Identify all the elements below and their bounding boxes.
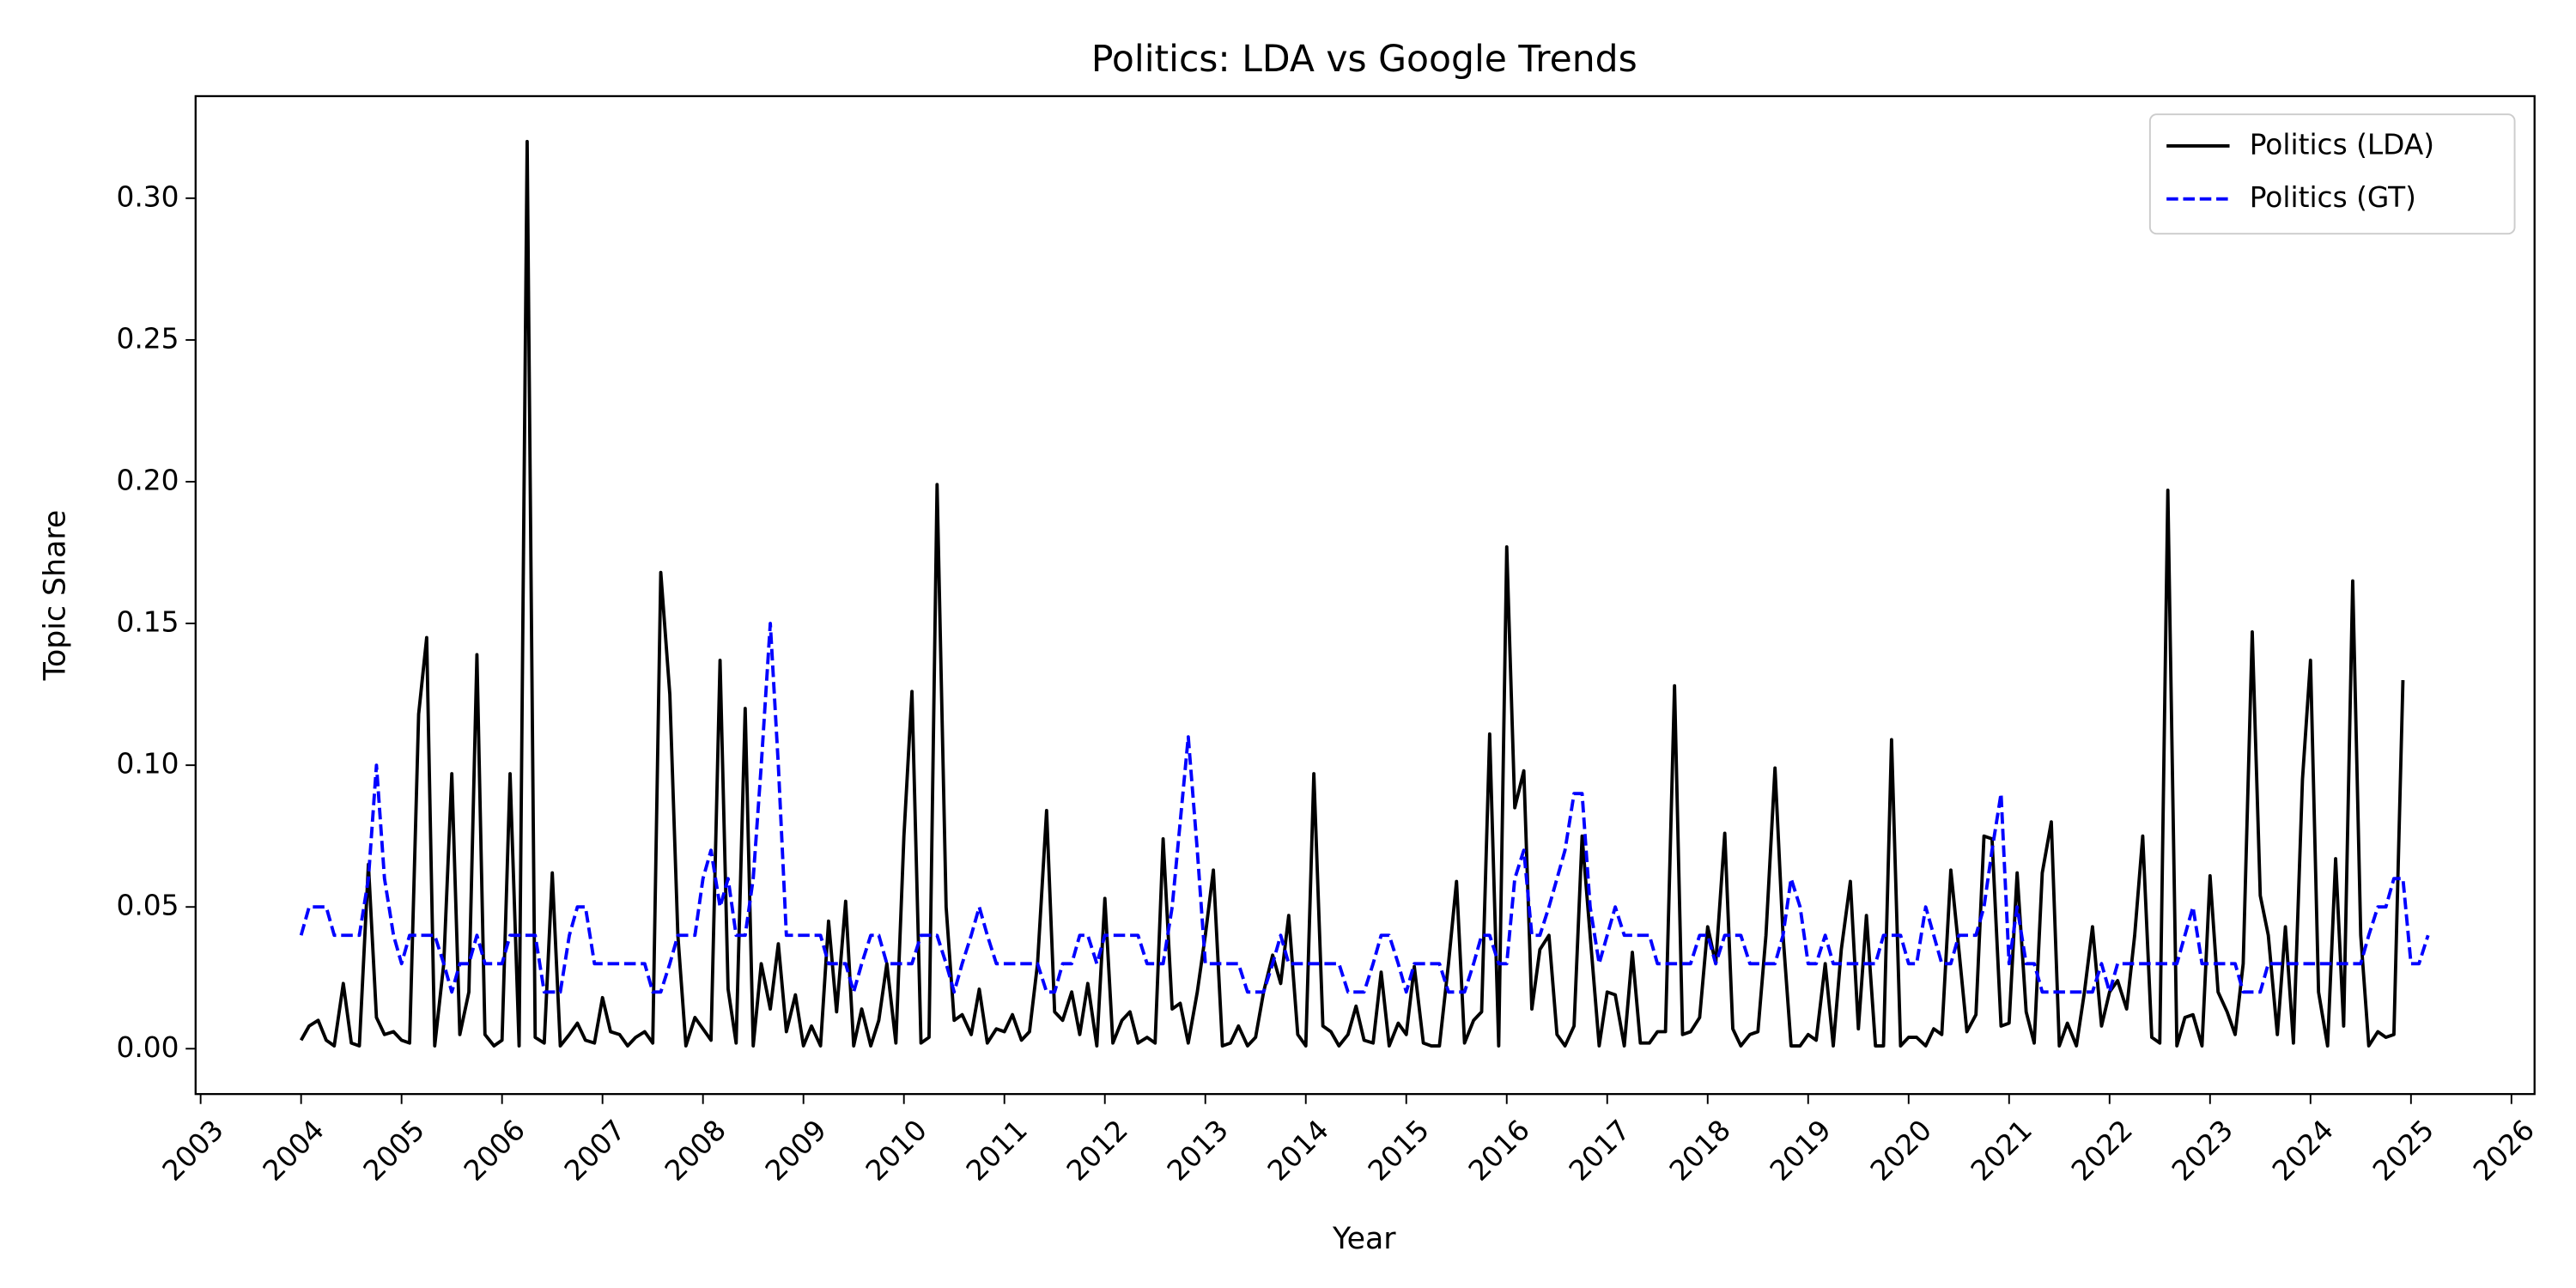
data-line: [299, 622, 2430, 994]
y-axis-label: Topic Share: [39, 510, 73, 682]
y-tick-label: 0.25: [116, 322, 179, 355]
y-tick-label: 0.15: [116, 606, 179, 639]
y-tick-label: 0.00: [116, 1031, 179, 1064]
y-tick-label: 0.30: [116, 180, 179, 213]
legend-label: Politics (LDA): [2250, 128, 2434, 161]
y-tick-label: 0.10: [116, 748, 179, 781]
data-line: [299, 139, 2405, 1048]
y-tick-label: 0.05: [116, 890, 179, 922]
x-axis-label: Year: [1332, 1222, 1396, 1256]
y-tick-label: 0.20: [116, 464, 179, 496]
legend-label: Politics (GT): [2250, 181, 2416, 214]
chart-title: Politics: LDA vs Google Trends: [1091, 39, 1637, 81]
legend-box: [2148, 113, 2516, 235]
plot-frame: [194, 94, 2536, 1096]
